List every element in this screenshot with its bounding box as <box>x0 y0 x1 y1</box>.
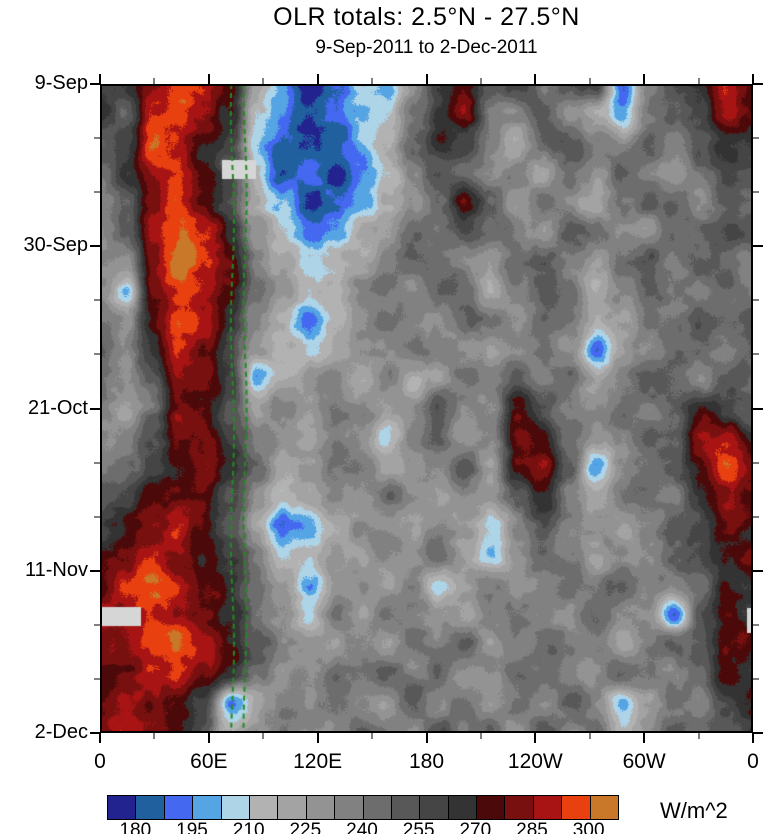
y-tick <box>753 732 763 734</box>
colorbar-segment <box>448 796 478 819</box>
colorbar-segment <box>136 796 165 819</box>
x-tick <box>425 733 428 743</box>
heatmap-plot-area <box>100 84 753 733</box>
y-tick <box>94 623 100 626</box>
colorbar <box>107 795 619 820</box>
x-tick <box>99 74 101 84</box>
chart-subtitle: 9-Sep-2011 to 2-Dec-2011 <box>315 37 538 58</box>
colorbar-tick-label: 225 <box>289 820 322 834</box>
x-tick <box>752 733 754 743</box>
colorbar-tick-label: 240 <box>346 820 378 834</box>
y-tick <box>753 299 759 302</box>
y-tick <box>753 569 763 572</box>
x-tick <box>371 733 374 739</box>
x-tick <box>99 733 101 743</box>
y-tick <box>94 353 100 356</box>
colorbar-segment <box>477 796 506 819</box>
colorbar-segment <box>249 796 279 819</box>
x-tick <box>262 733 265 739</box>
x-tick <box>534 74 537 84</box>
x-tick <box>697 733 700 739</box>
x-tick <box>534 733 537 743</box>
x-tick <box>643 733 646 743</box>
colorbar-segment <box>221 796 250 819</box>
y-tick <box>94 677 100 680</box>
colorbar-tick-label: 255 <box>402 820 435 834</box>
colorbar-tick-label: 180 <box>119 820 152 834</box>
x-tick <box>262 78 265 84</box>
x-tick <box>643 74 646 84</box>
y-tick-label: 30-Sep <box>23 234 89 257</box>
x-tick <box>316 74 319 84</box>
y-tick <box>753 191 759 194</box>
olr-heatmap-canvas <box>100 84 753 733</box>
colorbar-segment <box>108 796 137 819</box>
y-tick <box>90 569 100 572</box>
x-tick <box>479 78 482 84</box>
x-tick-label: 120E <box>293 750 343 773</box>
x-tick <box>588 78 591 84</box>
colorbar-segment <box>562 796 591 819</box>
colorbar-segment <box>335 796 364 819</box>
colorbar-segment <box>590 796 619 819</box>
x-tick <box>153 78 156 84</box>
colorbar-tick-label: 210 <box>232 820 265 834</box>
y-tick <box>753 461 759 464</box>
y-tick-label: 11-Nov <box>25 558 88 581</box>
y-tick <box>753 407 763 410</box>
y-tick <box>90 245 100 248</box>
colorbar-segment <box>306 796 336 819</box>
y-tick <box>753 623 759 626</box>
x-tick <box>207 733 210 743</box>
x-tick <box>697 78 700 84</box>
y-tick <box>753 83 763 85</box>
colorbar-segment <box>391 796 421 819</box>
y-tick <box>753 353 759 356</box>
colorbar-units-label: W/m^2 <box>660 798 728 823</box>
colorbar-segment <box>363 796 392 819</box>
x-tick <box>316 733 319 743</box>
x-tick-label: 180 <box>408 750 445 773</box>
colorbar-segment <box>278 796 307 819</box>
y-tick <box>753 137 759 140</box>
x-tick <box>425 74 428 84</box>
x-tick <box>588 733 591 739</box>
x-tick-label: 0 <box>94 750 106 773</box>
y-tick <box>90 407 100 410</box>
y-tick <box>90 732 100 734</box>
x-tick <box>479 733 482 739</box>
colorbar-tick-label: 270 <box>459 820 492 834</box>
colorbar-tick-label: 285 <box>516 820 548 834</box>
colorbar-segment <box>420 796 449 819</box>
y-tick-label: 9-Sep <box>34 72 88 94</box>
y-tick <box>94 299 100 302</box>
colorbar-tick-label: 195 <box>176 820 208 834</box>
x-tick <box>371 78 374 84</box>
x-tick-label: 60E <box>190 750 228 773</box>
x-tick <box>752 74 754 84</box>
y-tick <box>94 515 100 518</box>
y-tick <box>94 461 100 464</box>
y-tick-label: 21-Oct <box>27 396 88 419</box>
colorbar-segment <box>505 796 534 819</box>
y-tick-label: 2-Dec <box>34 721 88 743</box>
x-tick-label: 0 <box>747 750 759 773</box>
y-tick <box>90 83 100 85</box>
colorbar-tick-label: 300 <box>572 820 605 834</box>
y-tick <box>753 245 763 248</box>
y-tick <box>94 137 100 140</box>
colorbar-segment <box>193 796 222 819</box>
y-tick <box>94 191 100 194</box>
x-tick <box>207 74 210 84</box>
x-tick <box>153 733 156 739</box>
colorbar-segment <box>164 796 194 819</box>
x-tick-label: 120W <box>507 750 563 773</box>
y-tick <box>753 677 759 680</box>
y-tick <box>753 515 759 518</box>
colorbar-segment <box>533 796 563 819</box>
x-tick-label: 60W <box>622 750 666 773</box>
page-title: OLR totals: 2.5°N - 27.5°N <box>273 3 580 31</box>
